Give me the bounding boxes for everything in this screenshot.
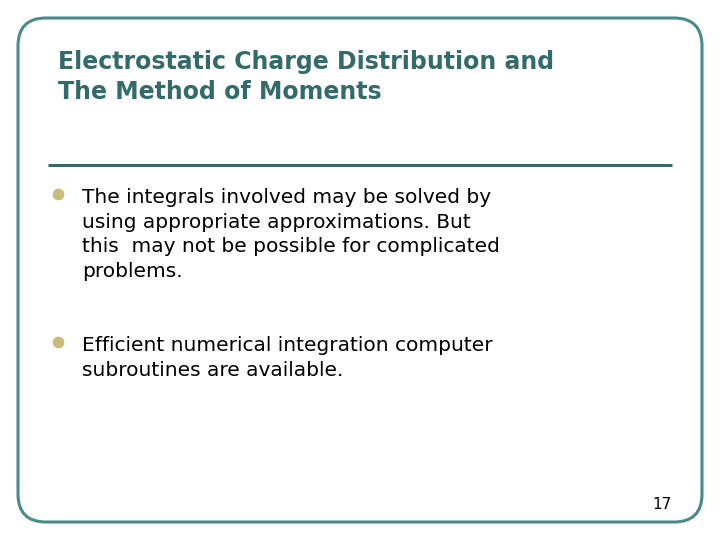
FancyBboxPatch shape <box>18 18 702 522</box>
Text: 17: 17 <box>653 497 672 512</box>
Text: Electrostatic Charge Distribution and
The Method of Moments: Electrostatic Charge Distribution and Th… <box>58 50 554 104</box>
Point <box>53 338 64 346</box>
Text: Efficient numerical integration computer
subroutines are available.: Efficient numerical integration computer… <box>82 336 492 380</box>
Point <box>53 190 64 198</box>
Text: The integrals involved may be solved by
using appropriate approximations. But
th: The integrals involved may be solved by … <box>82 188 500 281</box>
